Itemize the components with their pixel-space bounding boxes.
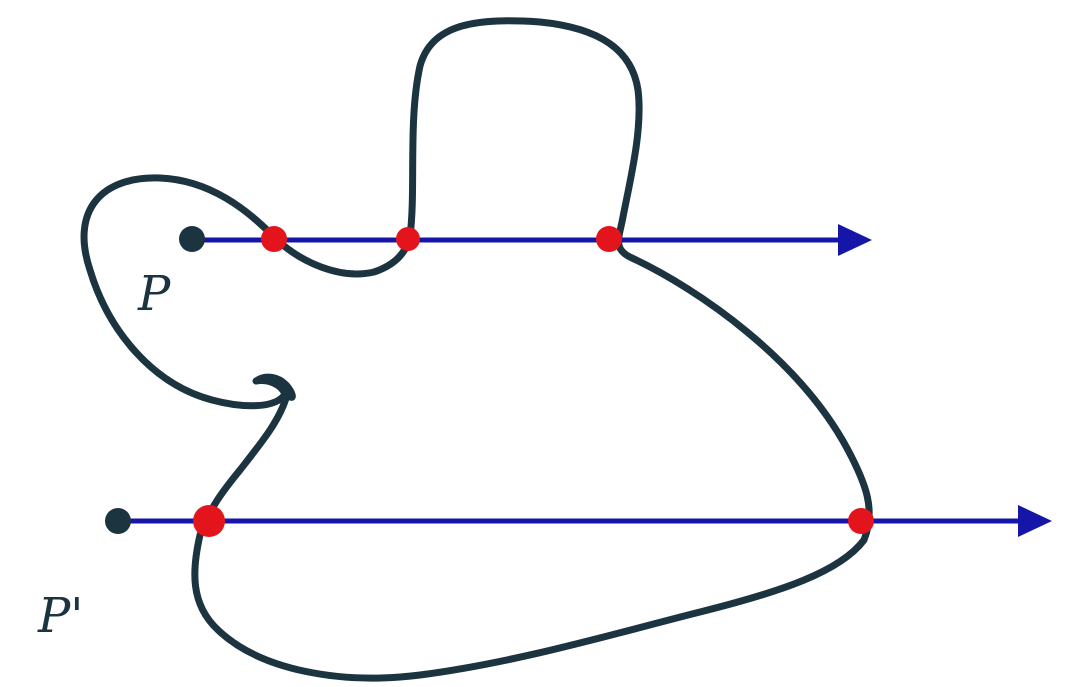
arrowhead-p-icon [838,224,872,256]
point-p-prime [105,508,131,534]
intersection-point [261,226,287,252]
intersection-point [396,227,420,251]
point-p [179,226,205,252]
arrowhead-p-prime-icon [1018,505,1052,537]
intersection-point [596,226,622,252]
label-p: P [137,266,171,322]
intersection-point [848,508,874,534]
intersection-point [193,505,225,537]
closed-curve [80,17,873,682]
label-p-prime: P' [37,588,84,644]
